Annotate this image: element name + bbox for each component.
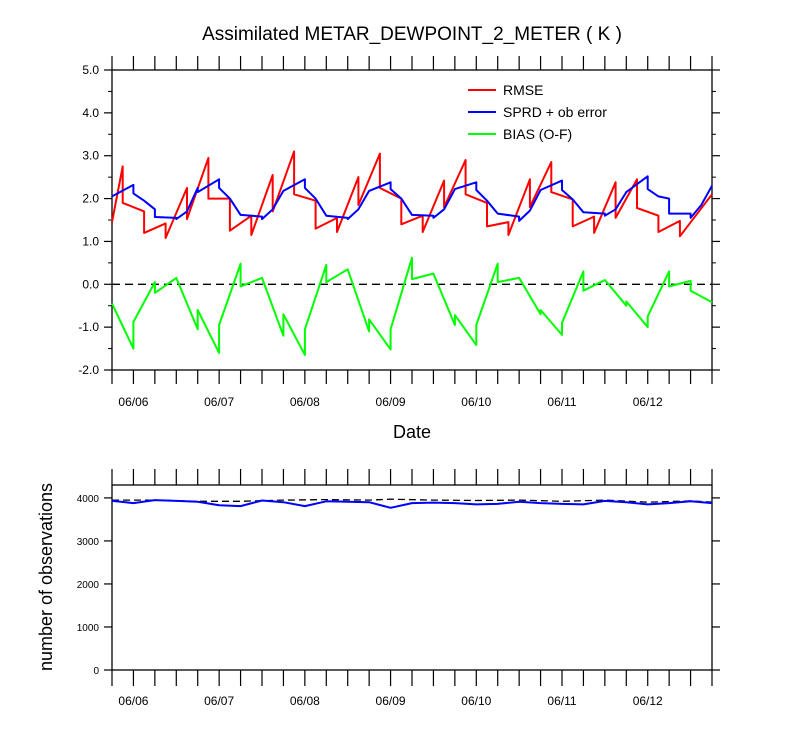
x-tick-label: 06/12 [633, 395, 663, 409]
y-tick-label: 3000 [77, 537, 100, 548]
x-tick-label: 06/11 [547, 694, 576, 708]
legend-label-0: RMSE [503, 82, 543, 98]
y-tick-label: 4.0 [82, 106, 99, 120]
y-axis-label-observations: number of observations [36, 483, 56, 671]
x-tick-label: 06/08 [290, 395, 320, 409]
x-tick-label: 06/10 [461, 694, 491, 708]
series-line-0 [112, 498, 713, 503]
y-tick-label: 5.0 [82, 63, 99, 77]
x-tick-label: 06/12 [633, 694, 663, 708]
plot-frame [111, 484, 713, 671]
y-tick-label: 3.0 [82, 149, 99, 163]
x-tick-label: 06/06 [118, 395, 148, 409]
y-tick-label: 1000 [77, 623, 100, 634]
bottom-chart: 0 1000 2000 3000 4000 06/06 06/07 06/08 06/09 06/… [77, 469, 720, 708]
series-line-0 [111, 150, 713, 239]
y-tick-label: -1.0 [78, 320, 99, 334]
top-chart: 5.0 4.0 3.0 2.0 1.0 0.0 -1.0 -2.0 06/06 06/07 06/0… [78, 56, 720, 409]
x-tick-label: 06/09 [376, 694, 406, 708]
y-tick-label: 2.0 [82, 192, 99, 206]
legend-label-2: BIAS (O-F) [503, 126, 572, 142]
series-line-1 [111, 175, 713, 222]
x-tick-label: 06/08 [290, 694, 320, 708]
x-axis-label: Date [393, 422, 431, 442]
series-line-1 [111, 499, 713, 509]
chart-title: Assimilated METAR_DEWPOINT_2_METER ( K ) [202, 24, 622, 45]
y-tick-label: 0 [93, 666, 99, 677]
y-tick-label: 0.0 [82, 277, 99, 291]
x-tick-label: 06/07 [204, 395, 234, 409]
y-tick-label: 1.0 [82, 234, 99, 248]
x-tick-label: 06/07 [204, 694, 234, 708]
y-tick-label: 4000 [77, 494, 100, 505]
series-line-2 [111, 256, 713, 356]
x-tick-label: 06/09 [376, 395, 406, 409]
legend-label-1: SPRD + ob error [503, 104, 607, 120]
x-tick-label: 06/11 [547, 395, 576, 409]
x-tick-label: 06/06 [118, 694, 148, 708]
y-tick-label: 2000 [77, 580, 100, 591]
x-tick-label: 06/10 [461, 395, 491, 409]
y-tick-label: -2.0 [78, 363, 99, 377]
